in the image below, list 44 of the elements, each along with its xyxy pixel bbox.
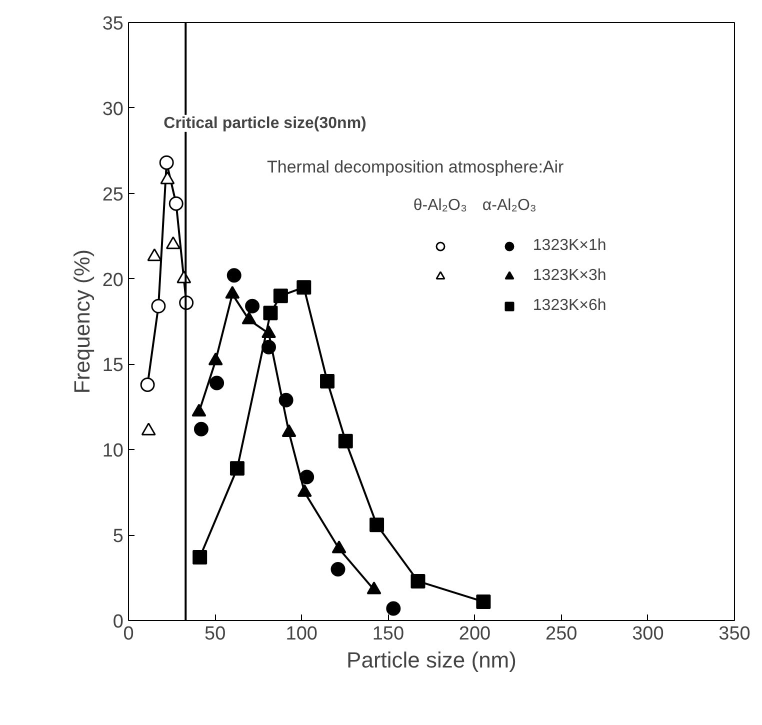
y-tick-label: 30	[102, 98, 124, 120]
point	[151, 298, 166, 314]
point	[226, 268, 242, 283]
y-axis-title: Frequency (%)	[69, 249, 94, 394]
point	[192, 550, 208, 565]
annotation: θ-Al₂O₃	[413, 196, 467, 214]
ref-line-label: Critical particle size(30nm)	[164, 114, 366, 132]
y-tick-label: 10	[102, 440, 124, 462]
annotation: α-Al₂O₃	[482, 196, 536, 214]
x-tick-label: 100	[286, 624, 318, 644]
point	[330, 562, 346, 576]
point	[300, 470, 314, 484]
y-tick-label: 5	[112, 526, 124, 548]
point	[296, 280, 312, 295]
x-tick-label: 300	[632, 624, 664, 644]
x-tick-label: 200	[458, 624, 491, 644]
point	[410, 574, 426, 588]
point	[245, 298, 260, 314]
point	[159, 155, 174, 170]
point	[386, 601, 401, 616]
y-tick-label: 25	[102, 184, 124, 206]
y-tick-label: 35	[102, 14, 124, 34]
point	[476, 594, 491, 609]
point	[140, 377, 155, 392]
x-tick-label: 350	[718, 624, 750, 644]
point	[210, 376, 224, 390]
point	[370, 518, 384, 532]
point	[338, 434, 353, 448]
point	[263, 306, 278, 320]
x-axis-title: Particle size (nm)	[346, 648, 516, 672]
legend-title: Thermal decomposition atmosphere:Air	[267, 157, 564, 176]
point	[168, 196, 184, 211]
legend-label: 1323K×1h	[532, 236, 606, 256]
legend-label: 1323K×3h	[532, 266, 606, 286]
point	[194, 422, 208, 436]
y-tick-label: 15	[102, 355, 124, 376]
point	[320, 374, 335, 389]
point	[273, 288, 288, 304]
point	[230, 461, 244, 476]
y-tick-label: 20	[102, 270, 124, 291]
x-tick-label: 250	[546, 624, 578, 644]
x-tick-label: 150	[372, 624, 404, 644]
legend-label: 1323K×6h	[532, 296, 606, 316]
x-tick-label: 50	[204, 624, 226, 644]
